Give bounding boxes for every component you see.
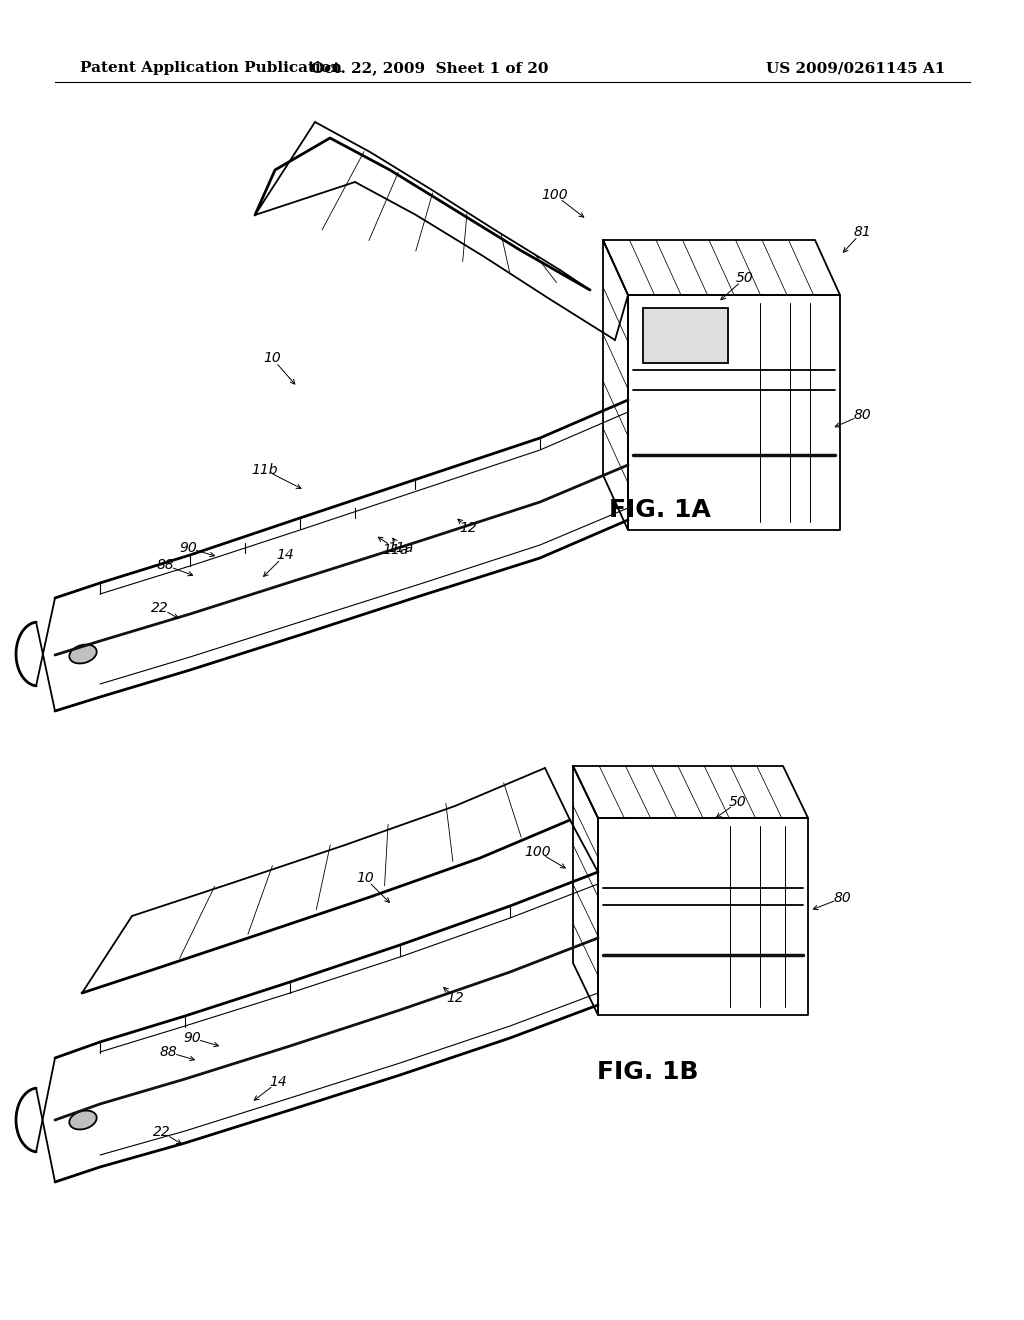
Text: 90: 90 [179, 541, 197, 554]
Text: 12: 12 [446, 991, 464, 1005]
Text: Patent Application Publication: Patent Application Publication [80, 61, 342, 75]
Text: 10: 10 [356, 871, 374, 884]
Text: 10: 10 [263, 351, 281, 366]
Text: 11a: 11a [382, 543, 409, 557]
Text: 11a: 11a [387, 541, 413, 554]
Text: FIG. 1B: FIG. 1B [597, 1060, 698, 1084]
Text: 80: 80 [853, 408, 870, 422]
Text: 100: 100 [524, 845, 551, 859]
Text: FIG. 1A: FIG. 1A [609, 498, 711, 521]
Text: 22: 22 [154, 1125, 171, 1139]
Ellipse shape [70, 644, 96, 664]
Text: 88: 88 [156, 558, 174, 572]
Text: 90: 90 [183, 1031, 201, 1045]
Text: 22: 22 [152, 601, 169, 615]
Text: 14: 14 [269, 1074, 287, 1089]
Text: 50: 50 [729, 795, 746, 809]
Text: 12: 12 [459, 521, 477, 535]
Text: 50: 50 [736, 271, 754, 285]
Text: 88: 88 [159, 1045, 177, 1059]
Text: 14: 14 [276, 548, 294, 562]
Text: Oct. 22, 2009  Sheet 1 of 20: Oct. 22, 2009 Sheet 1 of 20 [311, 61, 549, 75]
Text: 80: 80 [834, 891, 851, 906]
Text: 11b: 11b [252, 463, 279, 477]
Text: 81: 81 [853, 224, 870, 239]
FancyBboxPatch shape [643, 308, 728, 363]
Ellipse shape [70, 1110, 96, 1130]
Text: 100: 100 [542, 187, 568, 202]
Text: US 2009/0261145 A1: US 2009/0261145 A1 [766, 61, 945, 75]
